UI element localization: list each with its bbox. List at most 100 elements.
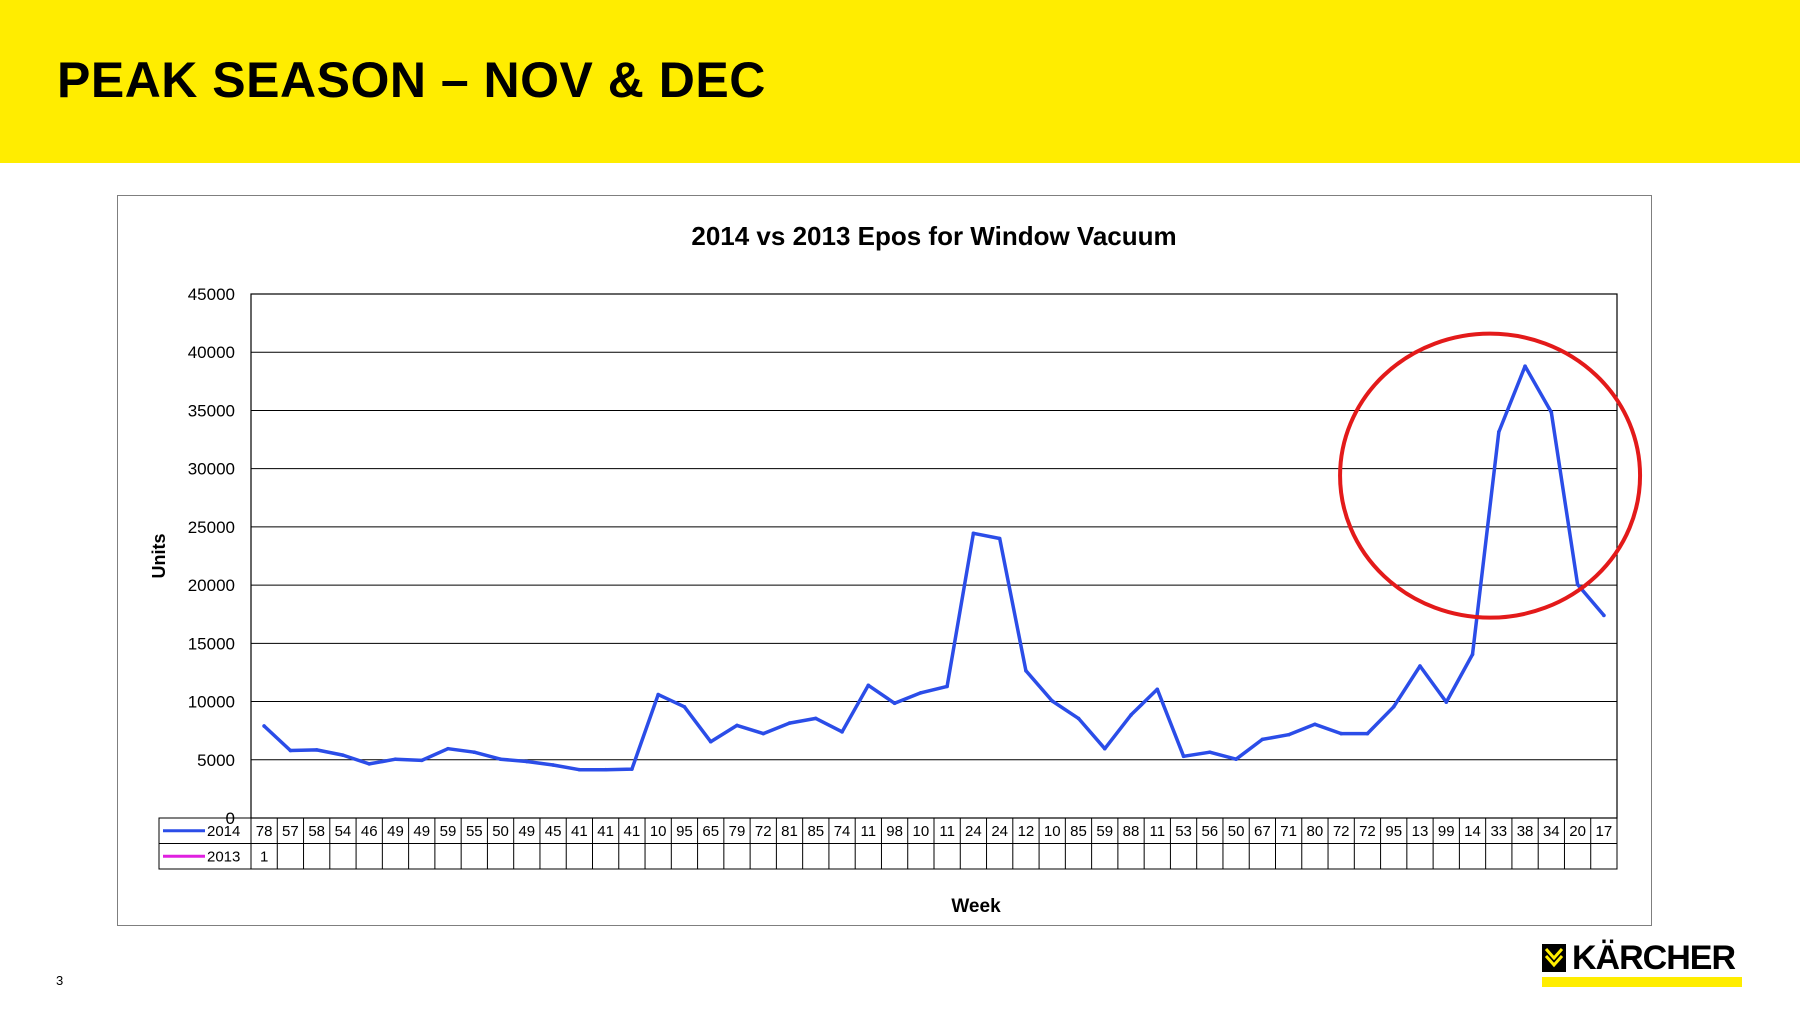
data-point-2014 <box>787 721 792 725</box>
table-cell-2014: 71 <box>1280 823 1297 840</box>
table-cell-2014: 34 <box>1543 823 1560 840</box>
table-cell-2014: 11 <box>939 823 955 840</box>
logo-bar <box>1542 977 1742 987</box>
data-point-2014 <box>472 750 477 755</box>
table-cell-2014: 54 <box>335 823 352 840</box>
table-cell-2014: 49 <box>387 823 404 840</box>
y-tick-label: 30000 <box>188 460 235 479</box>
y-tick-label: 45000 <box>188 285 235 304</box>
y-tick-label: 5000 <box>197 751 235 770</box>
table-cell-2014: 56 <box>1201 823 1218 840</box>
y-tick-label: 20000 <box>188 576 235 595</box>
data-point-2014 <box>367 762 372 766</box>
data-point-2014 <box>1470 652 1475 657</box>
table-cell-2014: 79 <box>729 823 746 840</box>
table-cell-2014: 14 <box>1464 823 1481 840</box>
data-point-2014 <box>1129 713 1133 717</box>
table-cell-2014: 95 <box>676 823 693 840</box>
data-point-2014 <box>341 753 345 757</box>
data-point-2014 <box>1523 364 1527 368</box>
table-cell-2014: 41 <box>571 823 588 840</box>
slide-title: PEAK SEASON – NOV & DEC <box>57 52 766 108</box>
data-point-2014 <box>1155 687 1160 692</box>
table-cell-2014: 85 <box>1070 823 1087 840</box>
data-point-2014 <box>1024 668 1028 673</box>
data-point-2014 <box>525 759 529 764</box>
data-point-2014 <box>656 692 660 697</box>
chart-title: 2014 vs 2013 Epos for Window Vacuum <box>691 221 1176 251</box>
data-point-2014 <box>314 748 319 752</box>
data-point-2014 <box>498 757 503 761</box>
data-point-2014 <box>419 758 424 763</box>
data-point-2014 <box>393 757 398 761</box>
data-point-2014 <box>892 701 897 706</box>
table-cell-2014: 72 <box>755 823 772 840</box>
table-cell-2014: 59 <box>440 823 457 840</box>
data-point-2014 <box>262 724 266 728</box>
data-point-2014 <box>577 767 582 772</box>
data-point-2014 <box>1181 754 1186 759</box>
logo-emblem-icon <box>1542 944 1566 972</box>
table-cell-2014: 99 <box>1438 823 1455 840</box>
table-cell-2014: 50 <box>1228 823 1245 840</box>
table-cell-2014: 10 <box>650 823 667 840</box>
y-tick-label: 25000 <box>188 518 235 537</box>
data-point-2014 <box>1444 700 1449 704</box>
data-point-2014 <box>1365 731 1370 736</box>
data-point-2014 <box>551 763 555 767</box>
table-cell-2014: 65 <box>702 823 719 840</box>
table-cell-2014: 95 <box>1385 823 1402 840</box>
table-cell-2014: 49 <box>518 823 535 840</box>
table-cell-2014: 72 <box>1333 823 1350 840</box>
table-cell-2014: 59 <box>1096 823 1113 840</box>
data-point-2014 <box>1575 582 1580 587</box>
table-cell-2014: 74 <box>834 823 851 840</box>
table-cell-2014: 81 <box>781 823 798 840</box>
series-line-2014 <box>262 364 1606 772</box>
table-cell-2014: 50 <box>492 823 509 840</box>
table-cell-2013: 1 <box>260 848 268 865</box>
table-cell-2014: 57 <box>282 823 299 840</box>
slide-number: 3 <box>56 973 64 988</box>
data-point-2014 <box>1102 746 1107 751</box>
table-cell-2014: 88 <box>1123 823 1140 840</box>
table-cell-2014: 24 <box>965 823 982 840</box>
table-cell-2014: 80 <box>1307 823 1324 840</box>
karcher-logo: KÄRCHER <box>1542 939 1742 987</box>
table-cell-2014: 13 <box>1412 823 1429 840</box>
data-point-2014 <box>997 536 1002 541</box>
data-point-2014 <box>1418 664 1422 668</box>
table-cell-2014: 11 <box>861 823 877 840</box>
data-point-2014 <box>1339 731 1343 736</box>
table-cell-2014: 20 <box>1569 823 1586 840</box>
data-point-2014 <box>813 716 818 721</box>
x-axis-label: Week <box>951 896 1001 917</box>
title-banner <box>0 0 1800 163</box>
peak-highlight-circle <box>1338 331 1643 620</box>
table-cell-2014: 98 <box>886 823 903 840</box>
data-point-2014 <box>1076 716 1081 721</box>
y-tick-label: 35000 <box>188 401 235 420</box>
data-point-2014 <box>1496 430 1501 434</box>
table-cell-2014: 46 <box>361 823 378 840</box>
data-point-2014 <box>971 531 976 536</box>
data-point-2014 <box>1313 722 1317 727</box>
table-cell-2014: 10 <box>1044 823 1061 840</box>
table-cell-2014: 41 <box>597 823 614 840</box>
data-point-2014 <box>1260 737 1265 742</box>
table-cell-2014: 53 <box>1175 823 1192 840</box>
table-cell-2014: 24 <box>991 823 1008 840</box>
y-tick-label: 40000 <box>188 343 235 362</box>
legend-label-2013: 2013 <box>207 848 240 865</box>
data-point-2014 <box>1286 732 1291 737</box>
table-cell-2014: 67 <box>1254 823 1271 840</box>
epos-line-chart: 2014 vs 2013 Epos for Window Vacuum05000… <box>149 221 1643 917</box>
table-cell-2014: 38 <box>1517 823 1534 840</box>
table-cell-2014: 85 <box>807 823 824 840</box>
data-point-2014 <box>1549 410 1554 414</box>
data-point-2014 <box>603 767 608 772</box>
data-point-2014 <box>288 748 293 753</box>
data-point-2014 <box>708 739 713 744</box>
table-cell-2014: 58 <box>308 823 325 840</box>
data-point-2014 <box>840 730 844 734</box>
